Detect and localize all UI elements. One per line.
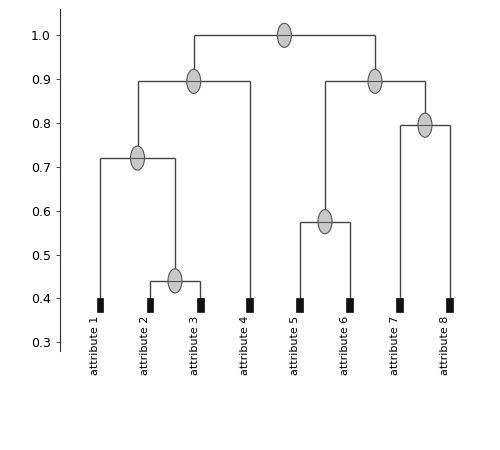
Text: attribute 6: attribute 6 — [340, 316, 350, 375]
Text: attribute 1: attribute 1 — [90, 316, 100, 375]
FancyBboxPatch shape — [96, 297, 103, 312]
Text: attribute 4: attribute 4 — [240, 316, 250, 375]
Text: attribute 8: attribute 8 — [440, 316, 450, 375]
Text: attribute 3: attribute 3 — [190, 316, 200, 375]
FancyBboxPatch shape — [296, 297, 304, 312]
Ellipse shape — [418, 113, 432, 137]
FancyBboxPatch shape — [396, 297, 404, 312]
FancyBboxPatch shape — [196, 297, 203, 312]
Text: attribute 2: attribute 2 — [140, 316, 150, 375]
Text: attribute 5: attribute 5 — [290, 316, 300, 375]
Ellipse shape — [318, 210, 332, 234]
Ellipse shape — [368, 69, 382, 94]
Ellipse shape — [186, 69, 200, 94]
FancyBboxPatch shape — [446, 297, 454, 312]
FancyBboxPatch shape — [146, 297, 154, 312]
FancyBboxPatch shape — [246, 297, 254, 312]
Ellipse shape — [130, 146, 144, 170]
Ellipse shape — [278, 23, 291, 47]
FancyBboxPatch shape — [346, 297, 354, 312]
Text: attribute 7: attribute 7 — [390, 316, 400, 375]
Ellipse shape — [168, 269, 182, 293]
